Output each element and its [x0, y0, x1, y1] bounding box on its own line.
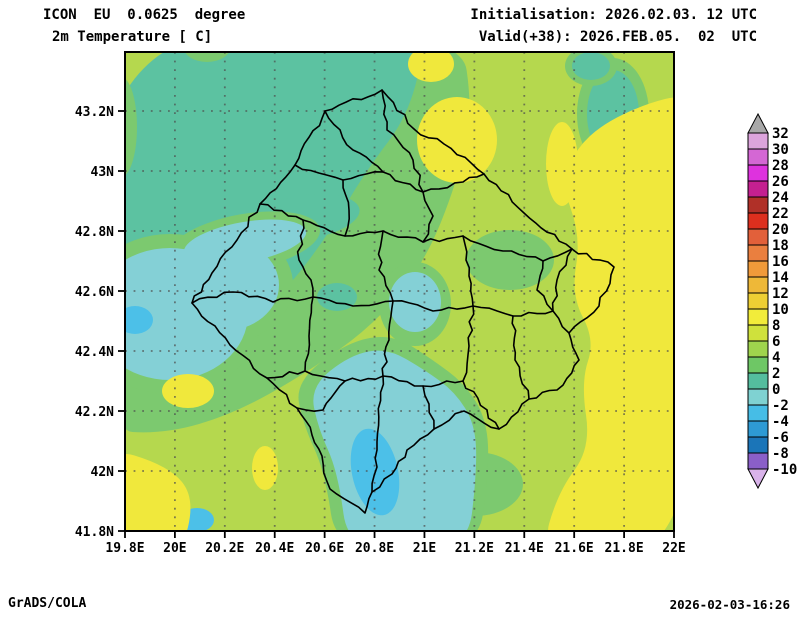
municipality-border: [304, 296, 314, 372]
municipality-border: [551, 248, 573, 312]
colorbar-segment: [747, 388, 769, 406]
colorbar-segment: [747, 372, 769, 390]
colorbar-segment: [747, 212, 769, 230]
x-tick-label: 21.8E: [605, 541, 644, 556]
municipality-border: [462, 305, 475, 382]
kosovo-boundaries: [191, 89, 615, 514]
municipality-border: [381, 300, 394, 377]
x-tick-label: 20.8E: [355, 541, 394, 556]
colorbar-segment: [747, 228, 769, 246]
grads-credit: GrADS/COLA: [8, 596, 87, 611]
colorbar-segment: [747, 340, 769, 358]
x-tick-label: 19.8E: [105, 541, 144, 556]
y-tick-label: 42.4N: [75, 345, 114, 360]
municipality-border: [294, 164, 485, 193]
colorbar-label: 16: [772, 254, 789, 270]
colorbar-label: 24: [772, 190, 789, 206]
municipality-border: [462, 235, 474, 307]
municipality-border: [377, 230, 394, 302]
x-tick-label: 20.6E: [305, 541, 344, 556]
colorbar-label: 2: [772, 366, 780, 382]
colorbar-segment: [747, 436, 769, 454]
colorbar-segment: [747, 356, 769, 374]
colorbar-segment: [747, 148, 769, 166]
municipality-border: [266, 370, 500, 430]
model-title: ICON EU 0.0625 degree: [43, 7, 246, 23]
colorbar-segment: [747, 260, 769, 278]
colorbar-label: 0: [772, 382, 780, 398]
valid-time: Valid(+38): 2026.FEB.05. 02 UTC: [478, 29, 757, 45]
axis-labels: 19.8E 20E 20.2E 20.4E 20.6E 20.8E 21E 21.2E 21.4…: [75, 105, 686, 556]
colorbar-segment: [747, 324, 769, 342]
colorbar-segment: [747, 420, 769, 438]
colorbar-label: 8: [772, 318, 780, 334]
colorbar-label: 6: [772, 334, 780, 350]
municipality-border: [296, 219, 314, 298]
colorbar-label: 12: [772, 286, 789, 302]
colorbar-label: 22: [772, 206, 789, 222]
variable-title: 2m Temperature [ C]: [52, 29, 213, 45]
colorbar-label: 4: [772, 350, 780, 366]
y-tick-label: 42.2N: [75, 405, 114, 420]
municipality-border: [259, 203, 573, 262]
axis-ticks: [118, 110, 675, 538]
x-tick-label: 22E: [662, 541, 685, 556]
y-tick-label: 42.6N: [75, 285, 114, 300]
municipality-border: [371, 375, 385, 493]
colorbar-label: -6: [772, 430, 789, 446]
country-border: [191, 89, 615, 514]
y-tick-label: 43.2N: [75, 105, 114, 120]
municipality-border: [536, 260, 554, 312]
colorbar-over-arrow: [747, 112, 769, 134]
colorbar-segment: [747, 308, 769, 326]
y-tick-label: 43N: [91, 165, 115, 180]
colorbar-segment: [747, 404, 769, 422]
colorbar-label: 10: [772, 302, 789, 318]
colorbar-label: 18: [772, 238, 789, 254]
colorbar-label: 28: [772, 158, 789, 174]
colorbar-under-arrow: [747, 468, 769, 490]
colorbar-segment: [747, 276, 769, 294]
lat-lon-grid: [125, 52, 674, 531]
y-tick-label: 42.8N: [75, 225, 114, 240]
colorbar-segment: [747, 292, 769, 310]
colorbar-label: 26: [772, 174, 789, 190]
colorbar-label: 20: [772, 222, 789, 238]
colorbar-label: -8: [772, 446, 789, 462]
colorbar-label: 32: [772, 126, 789, 142]
colorbar-segment: [747, 164, 769, 182]
colorbar-label: -2: [772, 398, 789, 414]
municipality-border: [511, 315, 530, 400]
x-tick-label: 20E: [163, 541, 186, 556]
colorbar-label: -10: [772, 462, 797, 478]
x-tick-label: 21.6E: [555, 541, 594, 556]
municipality-border: [324, 110, 384, 173]
colorbar-segment: [747, 244, 769, 262]
creation-timestamp: 2026-02-03-16:26: [669, 597, 790, 612]
y-tick-label: 41.8N: [75, 525, 114, 540]
municipality-border: [422, 191, 434, 243]
municipality-border: [381, 89, 424, 193]
colorbar-label: -4: [772, 414, 789, 430]
municipality-border: [296, 380, 346, 412]
y-tick-label: 42N: [91, 465, 115, 480]
x-tick-label: 21E: [413, 541, 436, 556]
x-tick-label: 20.2E: [205, 541, 244, 556]
init-time: Initialisation: 2026.02.03. 12 UTC: [470, 7, 757, 23]
municipality-border: [422, 385, 435, 430]
colorbar-label: 14: [772, 270, 789, 286]
x-tick-label: 20.4E: [255, 541, 294, 556]
temperature-field: [125, 52, 674, 531]
colorbar-segment: [747, 196, 769, 214]
colorbar-segment: [747, 132, 769, 150]
colorbar-segment: [747, 180, 769, 198]
municipality-border: [342, 179, 350, 237]
x-tick-label: 21.4E: [505, 541, 544, 556]
colorbar-segment: [747, 452, 769, 470]
colorbar-label: 30: [772, 142, 789, 158]
x-tick-label: 21.2E: [455, 541, 494, 556]
